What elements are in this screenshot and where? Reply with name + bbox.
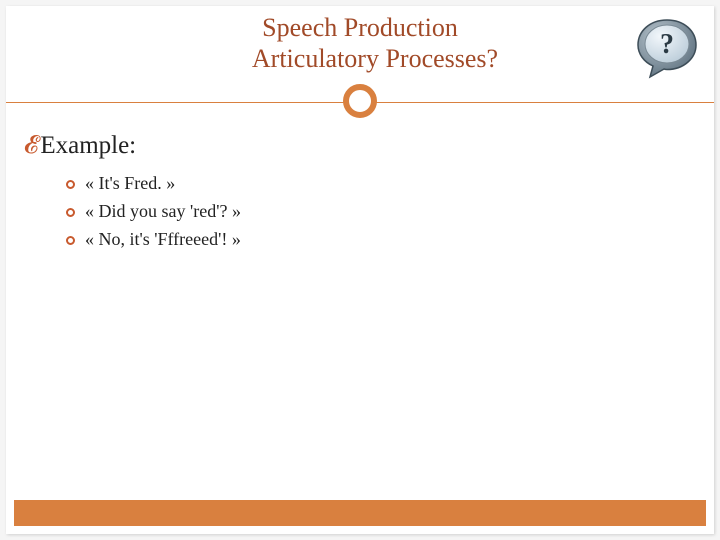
ring-icon bbox=[343, 84, 377, 118]
question-glyph: ? bbox=[660, 29, 674, 60]
question-bubble-icon: ? bbox=[632, 14, 702, 89]
title-line-2: Articulatory Processes? bbox=[6, 43, 714, 74]
item-text: « It's Fred. » bbox=[85, 173, 175, 193]
script-bullet-icon: 𝓔 bbox=[24, 132, 38, 159]
example-list: « It's Fred. » « Did you say 'red'? » « … bbox=[66, 170, 696, 254]
footer-bar bbox=[14, 500, 706, 526]
item-text: « Did you say 'red'? » bbox=[85, 201, 241, 221]
example-heading: 𝓔Example: bbox=[24, 132, 696, 160]
hollow-circle-icon bbox=[66, 180, 75, 189]
slide-title: Speech Production Articulatory Processes… bbox=[6, 12, 714, 74]
slide-container: Speech Production Articulatory Processes… bbox=[6, 6, 714, 534]
hollow-circle-icon bbox=[66, 208, 75, 217]
content-area: 𝓔Example: « It's Fred. » « Did you say '… bbox=[24, 132, 696, 254]
title-line-1: Speech Production bbox=[6, 12, 714, 43]
item-text: « No, it's 'Fffreeed'! » bbox=[85, 229, 241, 249]
list-item: « No, it's 'Fffreeed'! » bbox=[66, 226, 696, 254]
list-item: « Did you say 'red'? » bbox=[66, 198, 696, 226]
hollow-circle-icon bbox=[66, 236, 75, 245]
heading-text: Example: bbox=[40, 132, 136, 159]
list-item: « It's Fred. » bbox=[66, 170, 696, 198]
